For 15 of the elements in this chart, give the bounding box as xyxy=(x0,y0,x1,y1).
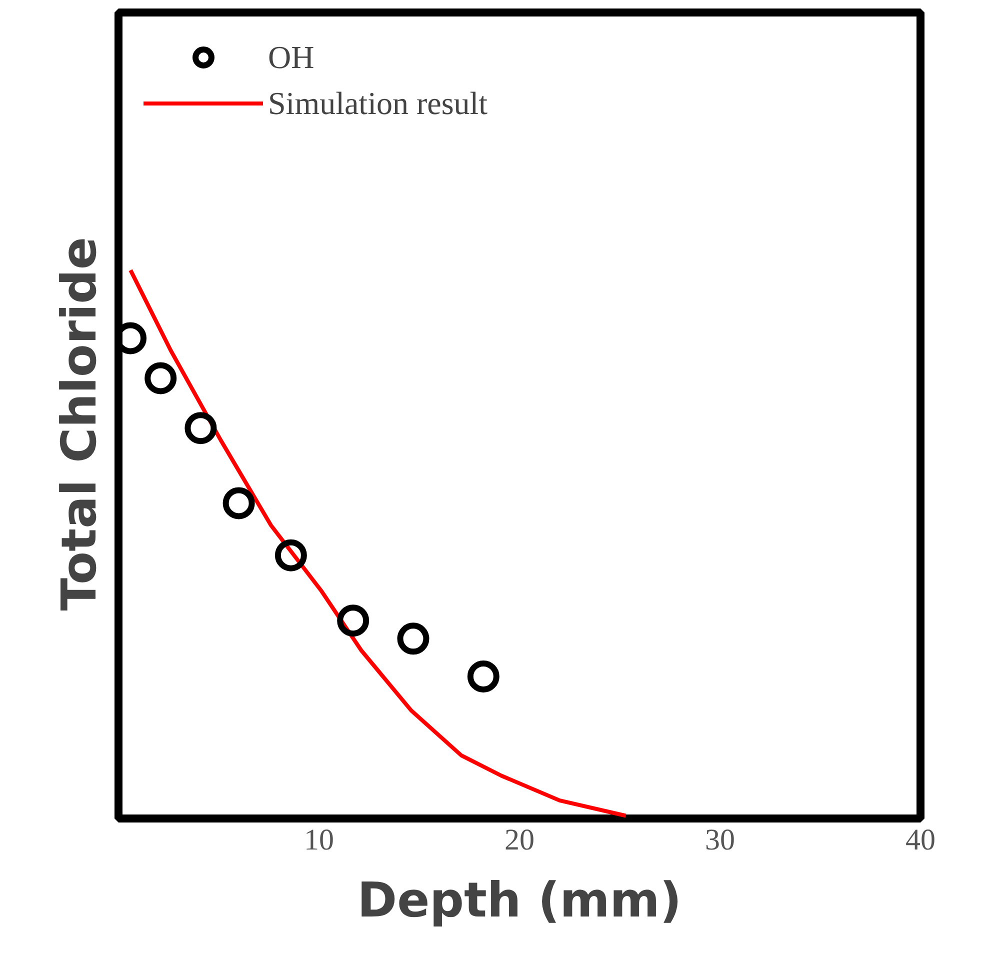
x-tick-label: 10 xyxy=(304,824,334,856)
x-tick-label: 30 xyxy=(705,824,735,856)
point xyxy=(467,660,500,692)
point xyxy=(184,412,217,444)
x-tick-label: 20 xyxy=(504,824,534,856)
y-axis-title: Total Chloride xyxy=(52,236,108,611)
x-tick-label: 40 xyxy=(906,824,936,856)
legend-label: OH xyxy=(268,38,314,76)
legend-label: Simulation result xyxy=(268,84,488,122)
point xyxy=(397,622,430,655)
x-axis-title: Depth (mm) xyxy=(357,872,682,928)
point xyxy=(274,539,307,572)
point xyxy=(337,604,370,637)
point xyxy=(222,487,255,520)
point xyxy=(144,362,177,394)
